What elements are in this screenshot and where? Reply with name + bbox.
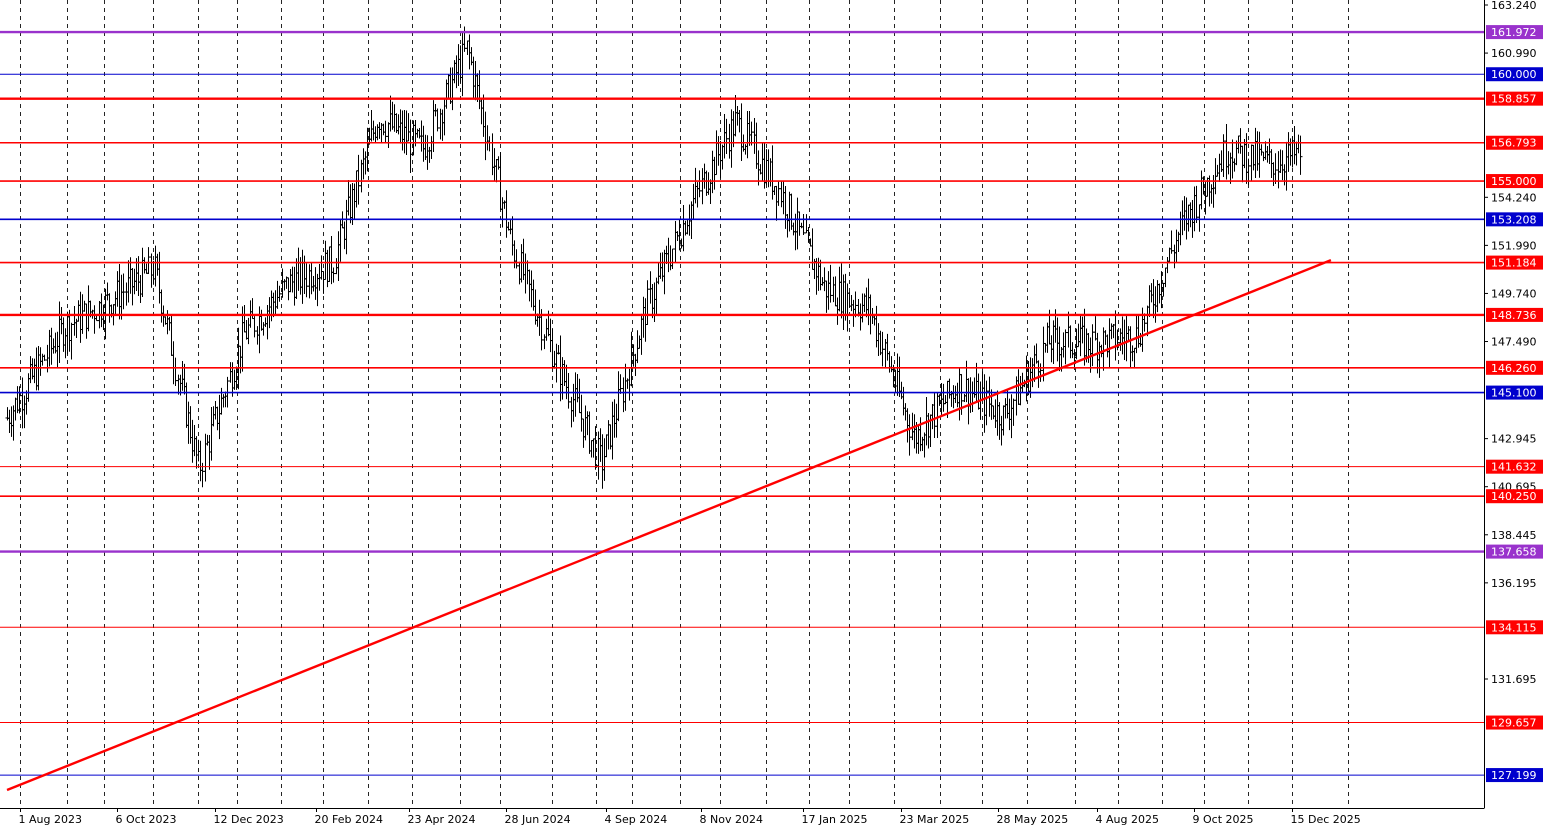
level-label-box-10 <box>1486 459 1543 474</box>
level-label-0: 161.972 <box>1491 26 1537 39</box>
level-label-1: 160.000 <box>1491 68 1537 81</box>
x-tick-label-13: 15 Dec 2025 <box>1291 813 1361 826</box>
x-tick-label-1: 6 Oct 2023 <box>116 813 177 826</box>
level-label-7: 148.736 <box>1491 309 1537 322</box>
level-label-box-4 <box>1486 174 1543 189</box>
x-tick-label-10: 28 May 2025 <box>997 813 1069 826</box>
x-tick-label-3: 20 Feb 2024 <box>315 813 383 826</box>
level-label-box-13 <box>1486 620 1543 635</box>
level-label-13: 134.115 <box>1491 621 1537 634</box>
level-label-box-6 <box>1486 255 1543 270</box>
axes <box>0 0 1485 809</box>
level-label-box-12 <box>1486 544 1543 559</box>
level-label-14: 129.657 <box>1491 717 1537 730</box>
price-levels <box>0 30 1484 776</box>
y-tick-label-10: 131.695 <box>1491 673 1537 686</box>
x-tick-label-8: 17 Jan 2025 <box>802 813 868 826</box>
level-label-box-3 <box>1486 135 1543 150</box>
y-tick-label-4: 149.740 <box>1491 287 1537 300</box>
level-label-box-11 <box>1486 489 1543 504</box>
ohlc-bars <box>5 26 1303 489</box>
level-label-10: 141.632 <box>1491 461 1537 474</box>
level-labels: 161.972 160.000 158.857 156.793 155.000 153.2… <box>1486 25 1543 783</box>
level-label-8: 146.260 <box>1491 362 1537 375</box>
x-tick-label-5: 28 Jun 2024 <box>505 813 571 826</box>
x-tick-label-2: 12 Dec 2023 <box>214 813 284 826</box>
level-label-6: 151.184 <box>1491 257 1537 270</box>
level-label-11: 140.250 <box>1491 490 1537 503</box>
level-label-5: 153.208 <box>1491 213 1537 226</box>
x-tick-label-12: 9 Oct 2025 <box>1193 813 1254 826</box>
ascending-trendline <box>6 259 1332 792</box>
y-tick-label-3: 151.990 <box>1491 239 1537 252</box>
level-label-box-5 <box>1486 212 1543 227</box>
level-label-4: 155.000 <box>1491 175 1537 188</box>
y-tick-label-6: 142.945 <box>1491 433 1537 446</box>
y-tick-label-9: 136.195 <box>1491 577 1537 590</box>
level-label-12: 137.658 <box>1491 546 1537 559</box>
y-tick-label-2: 154.240 <box>1491 191 1537 204</box>
level-label-2: 158.857 <box>1491 93 1537 106</box>
x-tick-label-4: 23 Apr 2024 <box>408 813 476 826</box>
y-tick-label-0: 163.240 <box>1491 0 1537 12</box>
trendline <box>6 259 1332 792</box>
x-tick-label-9: 23 Mar 2025 <box>900 813 970 826</box>
y-tick-label-1: 160.990 <box>1491 47 1537 60</box>
level-label-box-9 <box>1486 385 1543 400</box>
level-label-box-15 <box>1486 768 1543 783</box>
level-label-3: 156.793 <box>1491 137 1537 150</box>
level-label-15: 127.199 <box>1491 769 1537 782</box>
x-tick-label-7: 8 Nov 2024 <box>700 813 763 826</box>
x-tick-label-6: 4 Sep 2024 <box>605 813 668 826</box>
level-label-box-14 <box>1486 715 1543 730</box>
level-label-box-7 <box>1486 307 1543 322</box>
vertical-grid <box>20 0 1349 808</box>
level-label-box-1 <box>1486 67 1543 82</box>
y-tick-label-5: 147.490 <box>1491 336 1537 349</box>
level-label-box-8 <box>1486 360 1543 375</box>
x-tick-label-0: 1 Aug 2023 <box>19 813 82 826</box>
x-tick-label-11: 4 Aug 2025 <box>1096 813 1159 826</box>
level-label-box-0 <box>1486 25 1543 40</box>
x-axis-ticks: 1 Aug 2023 6 Oct 2023 12 Dec 2023 20 Feb 20… <box>19 808 1361 826</box>
level-label-9: 145.100 <box>1491 387 1537 400</box>
y-tick-label-8: 138.445 <box>1491 529 1537 542</box>
level-label-box-2 <box>1486 91 1543 106</box>
